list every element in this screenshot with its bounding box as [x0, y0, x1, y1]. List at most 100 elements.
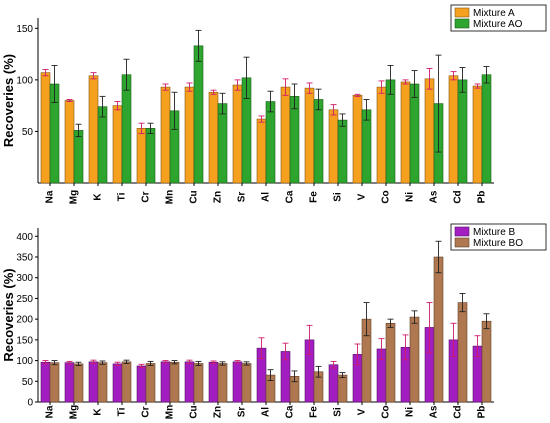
- x-tick-label: Si: [333, 407, 344, 417]
- legend-swatch: [454, 18, 470, 29]
- y-tick-label: 400: [16, 232, 33, 243]
- bar: [481, 74, 492, 184]
- bar: [136, 128, 147, 184]
- x-tick-label: Pb: [477, 406, 488, 419]
- bar: [217, 103, 228, 184]
- bar: [481, 320, 492, 403]
- bar: [88, 361, 99, 403]
- bar: [472, 85, 483, 184]
- bar: [160, 86, 171, 184]
- x-tick-label: Ni: [405, 192, 416, 202]
- x-tick-label: K: [93, 193, 104, 201]
- bar: [145, 128, 156, 184]
- x-tick-label: Sr: [237, 407, 248, 418]
- x-tick-label: Zn: [213, 191, 224, 203]
- y-tick-label: 200: [16, 315, 33, 326]
- bar: [409, 83, 420, 184]
- bar: [280, 86, 291, 184]
- bar: [337, 374, 348, 403]
- bar: [193, 363, 204, 403]
- bar: [457, 79, 468, 184]
- x-tick-label: Fe: [309, 191, 320, 203]
- bar: [256, 118, 267, 184]
- y-axis-title: Recoveries (%): [1, 54, 16, 147]
- bar: [49, 362, 60, 403]
- bar: [313, 99, 324, 184]
- bar: [73, 130, 84, 184]
- bar: [208, 91, 219, 184]
- bar: [97, 362, 108, 403]
- bar: [385, 79, 396, 184]
- x-tick-label: Cr: [141, 406, 152, 417]
- bar: [265, 101, 276, 184]
- y-tick-label: 150: [16, 24, 33, 35]
- bar: [88, 75, 99, 184]
- bar: [232, 84, 243, 184]
- bar: [97, 106, 108, 184]
- y-tick-label: 50: [22, 127, 34, 138]
- x-tick-label: As: [429, 405, 440, 418]
- bar: [337, 119, 348, 184]
- x-tick-label: Cu: [189, 190, 200, 203]
- bar: [73, 363, 84, 403]
- x-tick-label: Pb: [477, 191, 488, 204]
- x-tick-label: Ni: [405, 407, 416, 417]
- bar: [457, 302, 468, 403]
- x-tick-label: Mg: [69, 190, 80, 204]
- bar: [352, 95, 363, 184]
- bar: [385, 322, 396, 403]
- y-tick-label: 0: [27, 398, 33, 409]
- x-tick-label: Al: [261, 192, 272, 202]
- bar: [64, 362, 75, 403]
- x-tick-label: Co: [381, 405, 392, 418]
- bar: [328, 109, 339, 184]
- x-tick-label: Na: [45, 190, 56, 203]
- bar: [361, 109, 372, 184]
- bar: [304, 87, 315, 184]
- y-tick-label: 250: [16, 294, 33, 305]
- x-tick-label: Sr: [237, 192, 248, 203]
- bar: [208, 361, 219, 403]
- legend-label: Mixture BO: [473, 238, 523, 249]
- y-axis-title: Recoveries (%): [1, 268, 16, 361]
- x-tick-label: Ti: [117, 192, 128, 201]
- bar: [169, 361, 180, 403]
- x-tick-label: Cd: [453, 190, 464, 203]
- bar: [400, 81, 411, 184]
- x-tick-label: Ti: [117, 407, 128, 416]
- legend-label: Mixture A: [473, 8, 515, 19]
- x-tick-label: Al: [261, 407, 272, 417]
- x-tick-label: Cd: [453, 405, 464, 418]
- bar: [136, 365, 147, 403]
- x-tick-label: Mn: [165, 190, 176, 204]
- bar: [409, 316, 420, 403]
- y-tick-label: 150: [16, 335, 33, 346]
- y-tick-label: 350: [16, 253, 33, 264]
- bar: [217, 363, 228, 403]
- x-tick-label: Si: [333, 192, 344, 202]
- bar: [40, 72, 51, 184]
- x-tick-label: V: [357, 408, 368, 415]
- x-tick-label: Cr: [141, 191, 152, 202]
- bar: [193, 45, 204, 184]
- legend-swatch: [454, 226, 470, 237]
- y-tick-label: 50: [22, 377, 34, 388]
- bar: [184, 86, 195, 184]
- bar: [121, 361, 132, 403]
- x-tick-label: Ca: [285, 405, 296, 418]
- x-tick-label: Fe: [309, 406, 320, 418]
- legend-label: Mixture AO: [473, 19, 523, 30]
- x-tick-label: Cu: [189, 405, 200, 418]
- x-tick-label: Ca: [285, 190, 296, 203]
- chart-panel-2: 0 50 100 150 200 250 300 350 400 Recoveries (%) Na…: [1, 223, 547, 419]
- x-tick-label: Zn: [213, 406, 224, 418]
- bar: [289, 96, 300, 184]
- bar: [64, 100, 75, 184]
- y-tick-label: 300: [16, 273, 33, 284]
- x-tick-label: Mg: [69, 405, 80, 419]
- bar: [184, 361, 195, 403]
- bar: [424, 78, 435, 184]
